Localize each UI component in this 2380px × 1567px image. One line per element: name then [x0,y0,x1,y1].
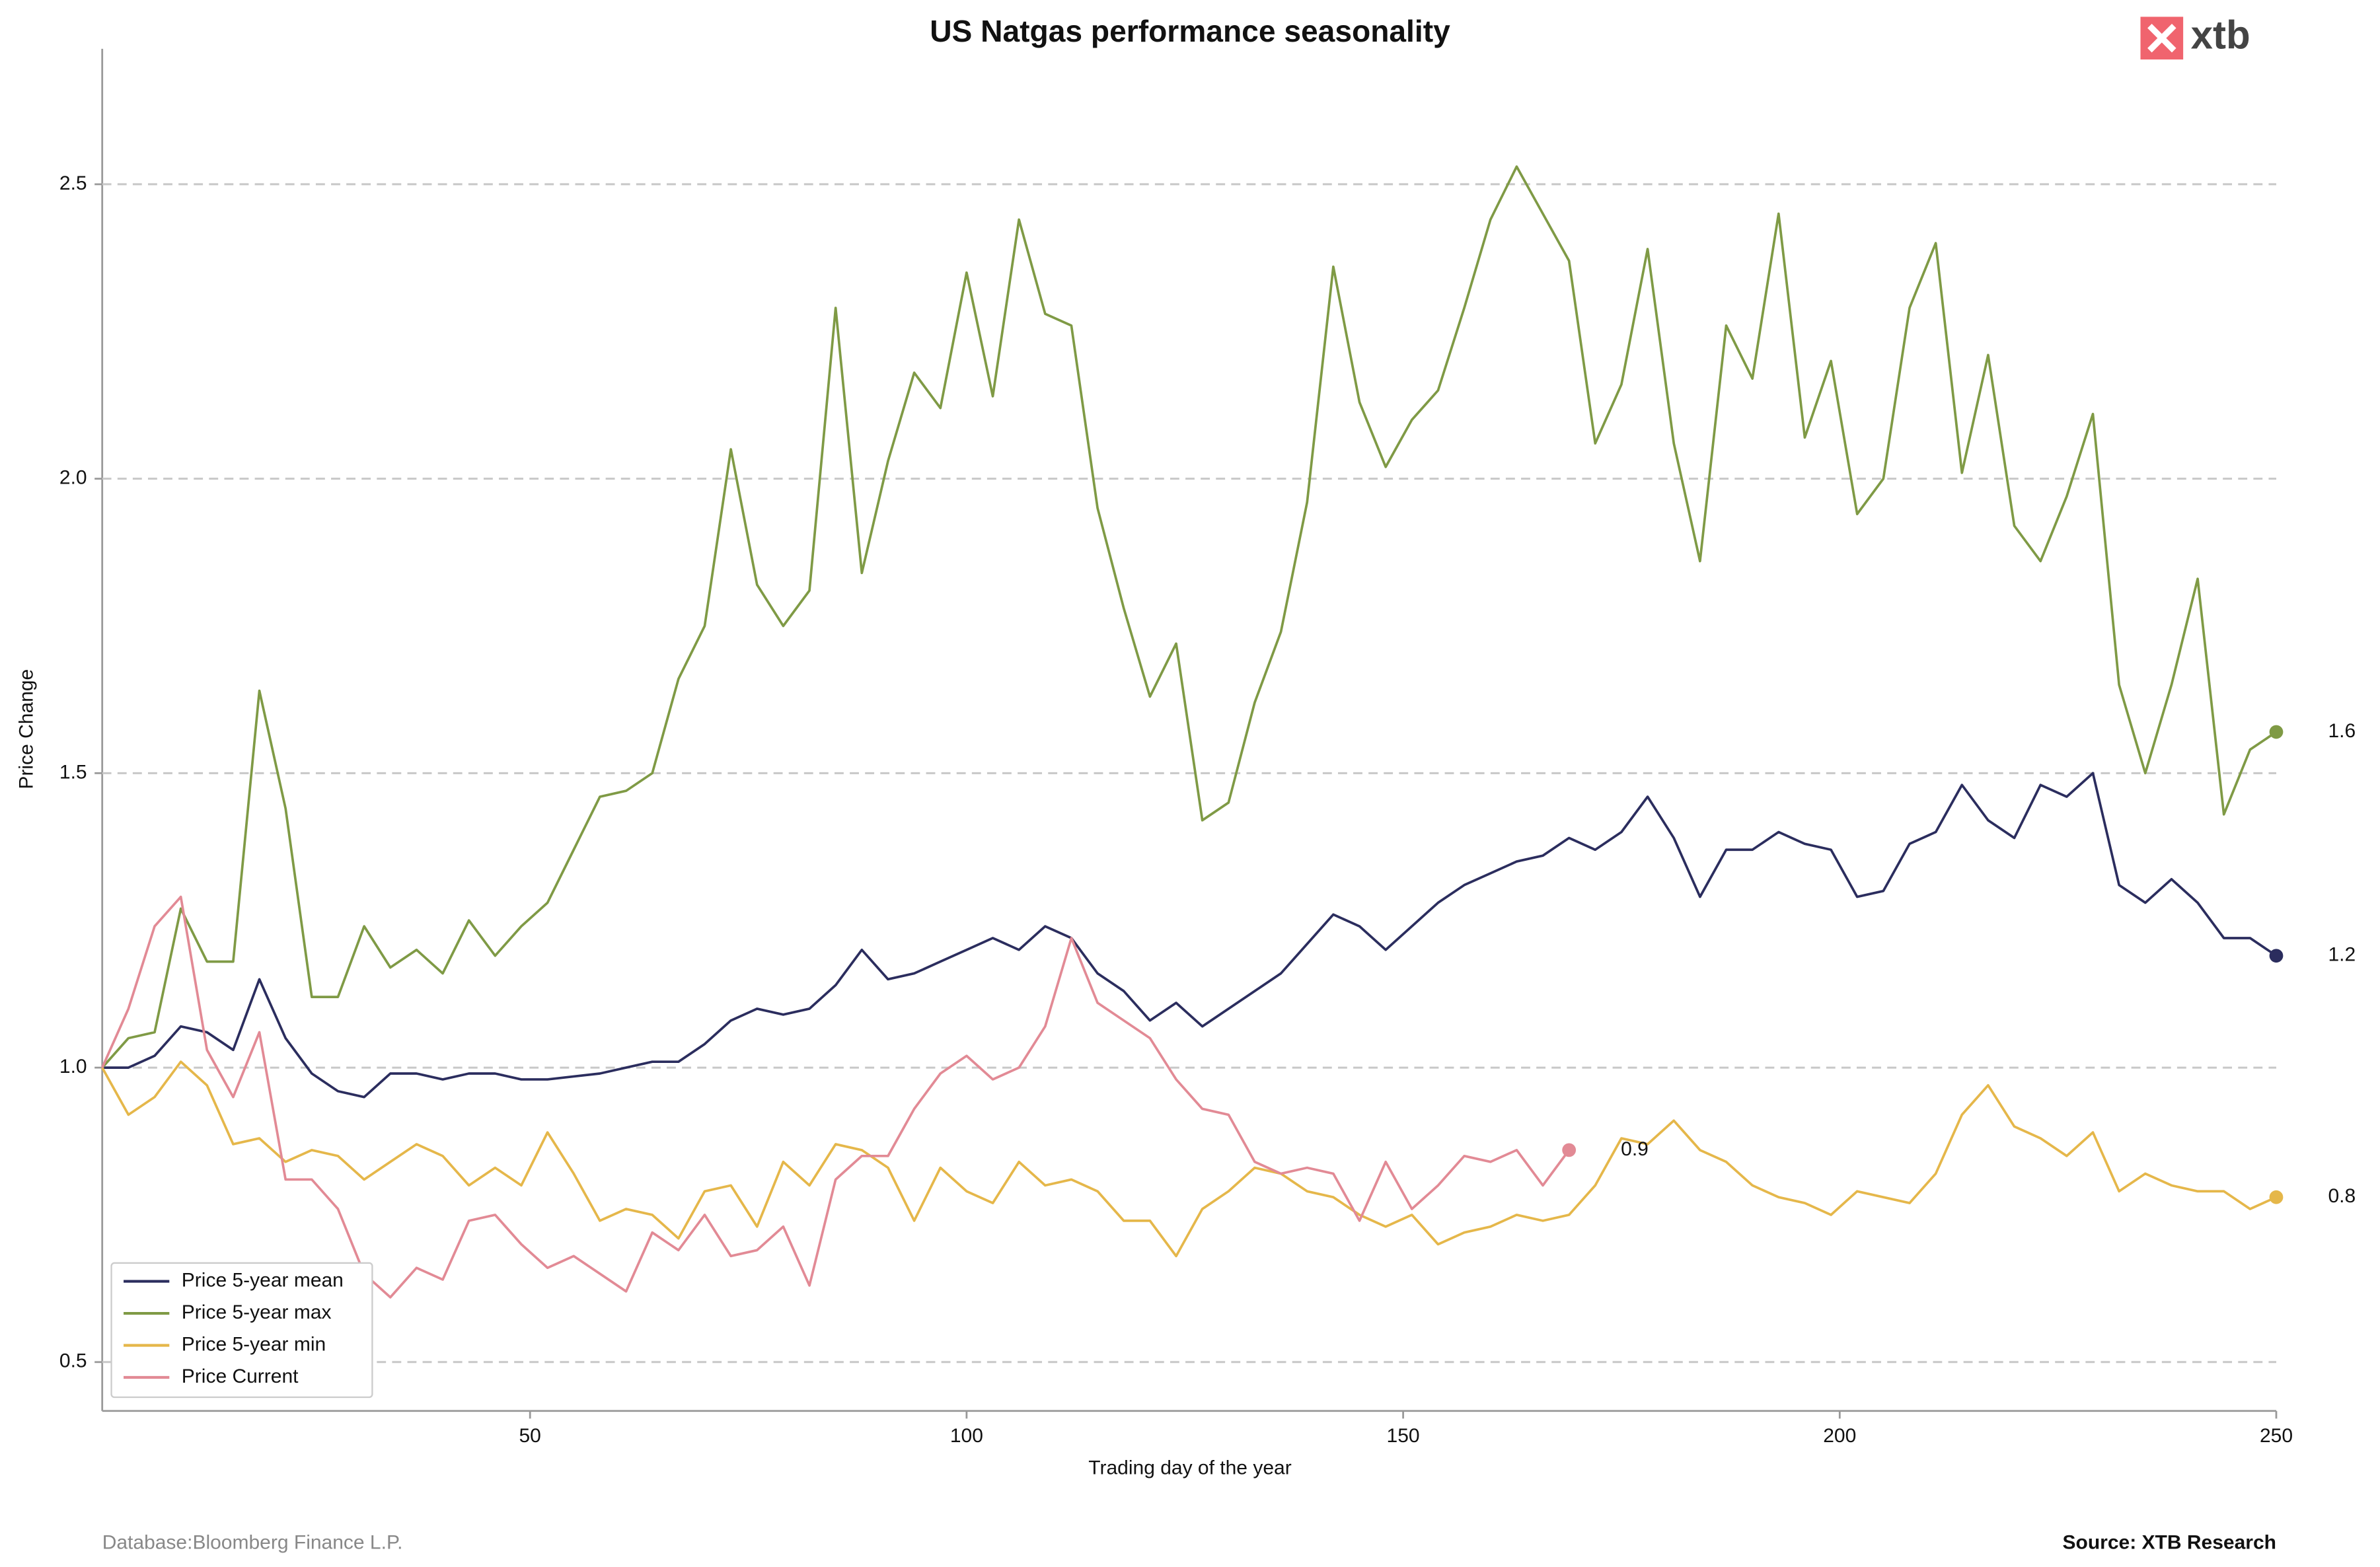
brand-logo: xtb [2140,13,2250,60]
series-line [101,895,1571,1299]
source: Source: XTB Research [2063,1532,2276,1554]
end-point [1562,1143,1577,1157]
x-tick-label: 200 [1823,1425,1856,1447]
end-point [2269,725,2284,739]
x-tick-label: 150 [1387,1425,1420,1447]
note: Database:Bloomberg Finance L.P. [102,1532,403,1554]
x-tick-label: 50 [519,1425,541,1447]
y-tick-label: 2.0 [59,467,87,489]
legend-label: Price 5-year max [182,1301,332,1323]
legend-box [110,1262,373,1399]
y-tick-label: 1.5 [59,761,87,783]
legend-label: Price 5-year mean [182,1269,344,1291]
end-label: 0.9 [1621,1138,1649,1160]
end-point [2269,1190,2284,1204]
logo-text: xtb [2191,13,2250,57]
end-point [2269,949,2284,963]
y-tick-label: 2.5 [59,172,87,194]
y-tick-label: 1.0 [59,1056,87,1077]
series-line [101,165,2278,1069]
end-label: 1.6 [2328,720,2356,742]
legend: Price 5-year mean Price 5-year max Price 5… [110,1262,373,1399]
y-tick-label: 0.5 [59,1350,87,1372]
end-label: 1.2 [2328,944,2356,966]
logo-cross [2147,23,2176,53]
x-tick-label: 100 [950,1425,983,1447]
legend-label: Price Current [182,1366,299,1387]
x-tick-label: 250 [2260,1425,2293,1447]
chart-title: US Natgas performance seasonality [930,14,1450,48]
y-axis-label: Price Change [15,669,37,789]
legend-label: Price 5-year min [182,1333,326,1355]
x-axis-label: Trading day of the year [1088,1457,1291,1478]
series-line [102,772,2278,1099]
end-label: 0.8 [2328,1185,2356,1207]
series-line [101,1060,2277,1258]
